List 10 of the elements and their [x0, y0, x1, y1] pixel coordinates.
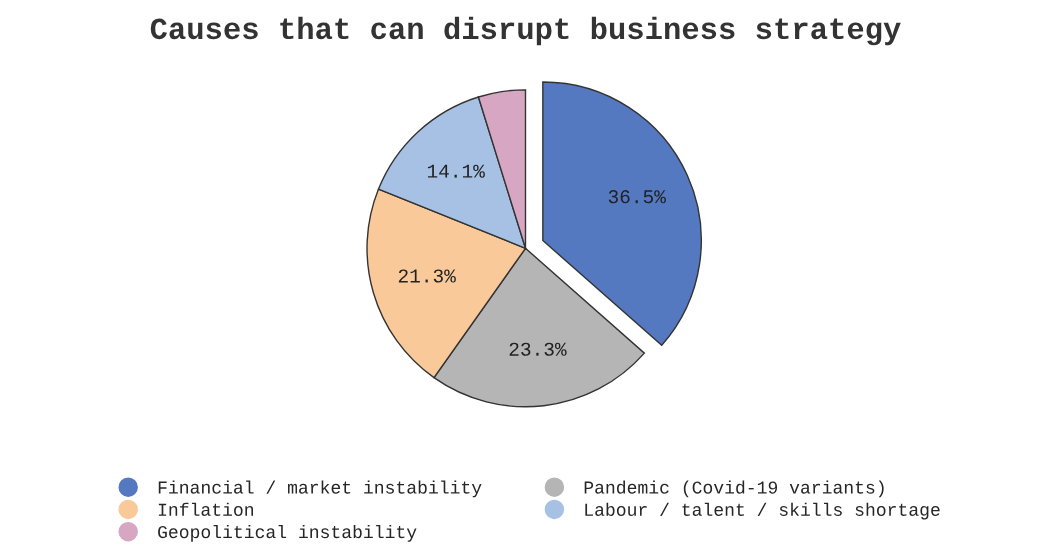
data-label: 36.5% [608, 190, 666, 204]
data-label: 21.3% [398, 269, 456, 283]
data-label: 23.3% [509, 342, 567, 356]
legend-label: Geopolitical instability [158, 524, 417, 542]
legend-label: Financial / market instability [158, 480, 482, 498]
legend-label: Pandemic (Covid-19 variants) [584, 480, 884, 498]
legend-label: Inflation [158, 502, 254, 516]
chart-title: Causes that can disrupt business strategy [150, 16, 901, 46]
data-label: 14.1% [427, 164, 485, 178]
legend-label: Labour / talent / skills shortage [585, 502, 940, 520]
